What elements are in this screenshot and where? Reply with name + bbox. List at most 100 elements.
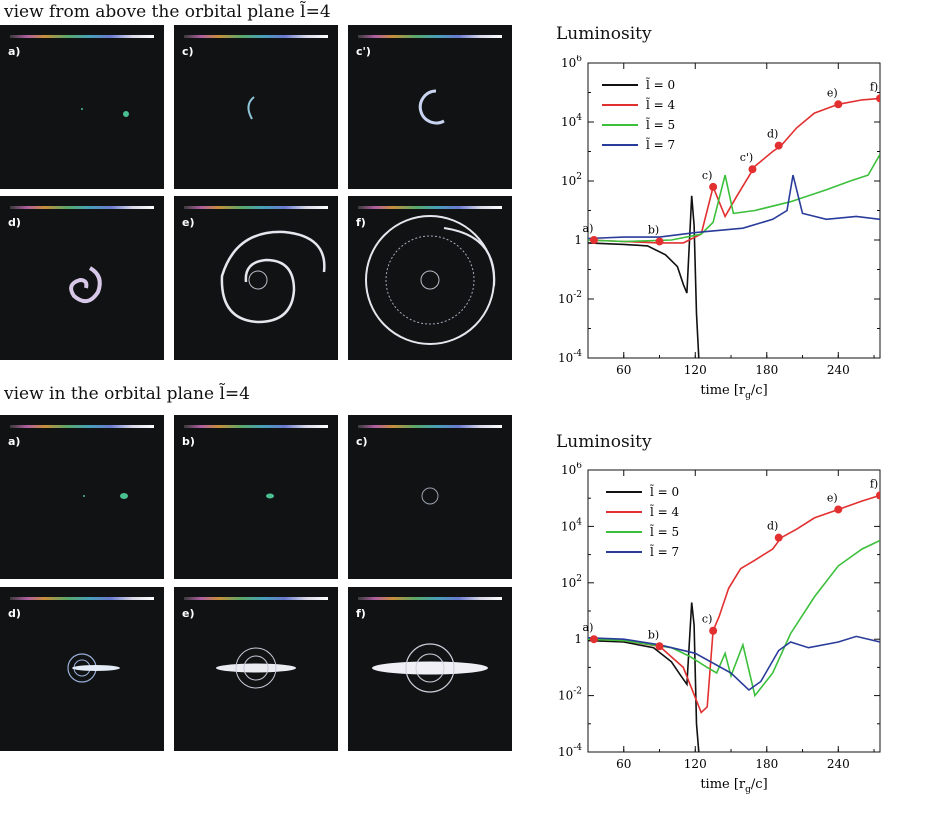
colorbar	[184, 425, 328, 428]
series-line	[588, 539, 880, 698]
top-section-title: view from above the orbital plane l̃=4	[4, 2, 331, 22]
top-panel-c: c)	[174, 25, 338, 189]
legend-label: l̃ = 7	[646, 136, 675, 152]
series-line	[588, 154, 880, 243]
bottom-panel-d: d)	[0, 587, 164, 751]
y-tick-label: 102	[561, 574, 582, 590]
series-line	[588, 195, 700, 358]
event-marker	[709, 182, 718, 191]
panel-label: e)	[182, 216, 195, 229]
panel-label: a)	[8, 45, 21, 58]
panel-label: c')	[356, 45, 371, 58]
panel-image	[247, 96, 255, 120]
legend-label: l̃ = 7	[650, 543, 679, 559]
x-axis-label: time [rg/c]	[700, 777, 767, 795]
legend-label: l̃ = 5	[646, 116, 675, 132]
legend-label: l̃ = 0	[646, 76, 675, 92]
colorbar	[184, 35, 328, 38]
panel-image	[69, 266, 102, 304]
y-tick-label: 106	[561, 55, 582, 70]
event-label: f)	[870, 80, 878, 93]
top-chart-title: Luminosity	[556, 24, 652, 44]
event-marker	[876, 94, 880, 103]
series-line	[588, 602, 700, 752]
colorbar	[184, 206, 328, 209]
event-marker	[589, 236, 598, 244]
colorbar	[358, 35, 502, 38]
y-tick-label: 104	[561, 113, 582, 129]
panel-image	[81, 108, 129, 117]
event-marker	[774, 141, 783, 150]
y-tick-label: 10-4	[558, 349, 582, 365]
series-group	[588, 491, 880, 752]
x-tick-label: 180	[755, 757, 778, 771]
panel-label: d)	[8, 607, 21, 620]
panel-image	[421, 487, 439, 505]
colorbar	[358, 425, 502, 428]
x-tick-label: 120	[684, 757, 707, 771]
event-label: d)	[767, 520, 778, 533]
panel-image	[83, 493, 128, 499]
panel-label: b)	[182, 435, 195, 448]
y-tick-label: 1	[574, 632, 582, 646]
panel-label: c)	[356, 435, 368, 448]
top-panel-c-prime: c')	[348, 25, 512, 189]
event-marker	[589, 635, 598, 644]
panel-image	[216, 647, 296, 689]
bottom-panel-e: e)	[174, 587, 338, 751]
x-tick-label: 240	[827, 363, 850, 377]
panel-image	[266, 493, 274, 499]
series-line	[588, 494, 880, 714]
bottom-panel-a: a)	[0, 415, 164, 579]
x-tick-label: 60	[616, 363, 631, 377]
bottom-panel-f: f)	[348, 587, 512, 751]
series-line	[588, 174, 880, 240]
panel-label: f)	[356, 216, 366, 229]
series-line	[588, 635, 880, 692]
bottom-panel-c: c)	[348, 415, 512, 579]
y-tick-label: 10-2	[558, 687, 582, 703]
y-tick-label: 1	[574, 233, 582, 247]
legend-label: l̃ = 4	[646, 96, 676, 112]
event-label: c)	[702, 169, 712, 182]
colorbar	[10, 597, 154, 600]
y-tick-label: 102	[561, 172, 582, 188]
colorbar	[358, 597, 502, 600]
x-tick-label: 240	[827, 757, 850, 771]
x-axis-label: time [rg/c]	[700, 383, 767, 401]
colorbar	[184, 597, 328, 600]
colorbar	[10, 425, 154, 428]
legend-label: l̃ = 4	[650, 503, 680, 519]
panel-label: d)	[8, 216, 21, 229]
legend-label: l̃ = 5	[650, 523, 679, 539]
event-marker	[655, 237, 664, 246]
panel-image	[365, 215, 496, 345]
y-tick-label: 106	[561, 462, 582, 477]
panel-image	[220, 230, 326, 324]
panel-label: e)	[182, 607, 195, 620]
top-panel-a: a)	[0, 25, 164, 189]
top-luminosity-chart: 60 120 180 240 106 104 102 1 10-2 10-4 time [rg/c]…	[558, 55, 881, 401]
series-group	[588, 94, 880, 358]
panel-label: f)	[356, 607, 366, 620]
colorbar	[358, 206, 502, 209]
event-label: e)	[827, 491, 838, 504]
event-label: c')	[740, 151, 753, 164]
y-tick-label: 104	[561, 517, 582, 533]
y-tick-label: 10-2	[558, 290, 582, 306]
colorbar	[10, 35, 154, 38]
event-marker	[774, 533, 783, 542]
panel-label: a)	[8, 435, 21, 448]
event-label: b)	[648, 628, 659, 641]
bottom-panel-b: b)	[174, 415, 338, 579]
bottom-chart-title: Luminosity	[556, 432, 652, 452]
event-marker	[876, 491, 880, 500]
colorbar	[10, 206, 154, 209]
event-label: c)	[702, 613, 712, 626]
event-label: f)	[870, 477, 878, 490]
event-marker	[834, 100, 843, 109]
y-tick-label: 10-4	[558, 743, 582, 759]
event-marker	[655, 642, 664, 651]
panel-image	[418, 89, 445, 125]
panel-image	[67, 653, 120, 683]
